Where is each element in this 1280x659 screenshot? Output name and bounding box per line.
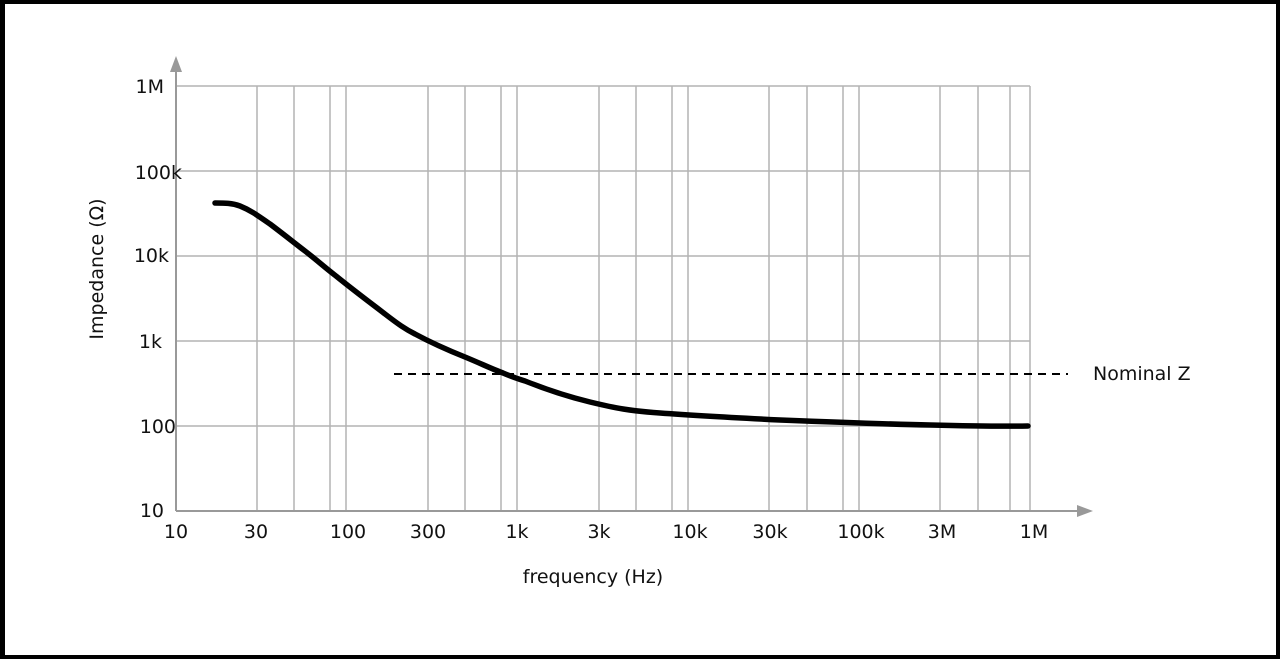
vertical-gridlines xyxy=(256,86,1031,511)
y-tick-label: 10 xyxy=(140,500,164,522)
y-tick-label: 1k xyxy=(139,331,162,353)
x-tick-label: 3k xyxy=(587,521,610,543)
x-tick-label: 3M xyxy=(928,521,956,543)
y-axis xyxy=(170,56,182,511)
y-axis-arrow-icon xyxy=(170,56,182,72)
x-axis-title: frequency (Hz) xyxy=(523,566,663,588)
x-tick-label: 1k xyxy=(505,521,528,543)
x-tick-label: 100k xyxy=(837,521,884,543)
y-tick-label: 10k xyxy=(134,245,169,267)
y-tick-label: 100 xyxy=(140,416,176,438)
x-tick-labels: 10 30 100 300 1k 3k 10k 30k 100k 3M 1M xyxy=(164,521,1048,543)
y-tick-labels: 1M 100k 10k 1k 100 10 xyxy=(134,76,182,522)
x-tick-label: 10 xyxy=(164,521,188,543)
impedance-curve xyxy=(212,200,1031,429)
x-tick-label: 100 xyxy=(330,521,366,543)
x-tick-label: 1M xyxy=(1020,521,1048,543)
x-axis-arrow-icon xyxy=(1077,505,1093,517)
x-tick-label: 30 xyxy=(244,521,268,543)
x-tick-label: 10k xyxy=(672,521,707,543)
x-axis xyxy=(176,505,1093,517)
y-tick-label: 1M xyxy=(136,76,164,98)
nominal-z-label: Nominal Z xyxy=(1093,363,1191,385)
y-tick-label: 100k xyxy=(135,162,182,184)
y-axis-title: Impedance (Ω) xyxy=(86,198,108,339)
x-tick-label: 300 xyxy=(410,521,446,543)
x-tick-label: 30k xyxy=(752,521,787,543)
